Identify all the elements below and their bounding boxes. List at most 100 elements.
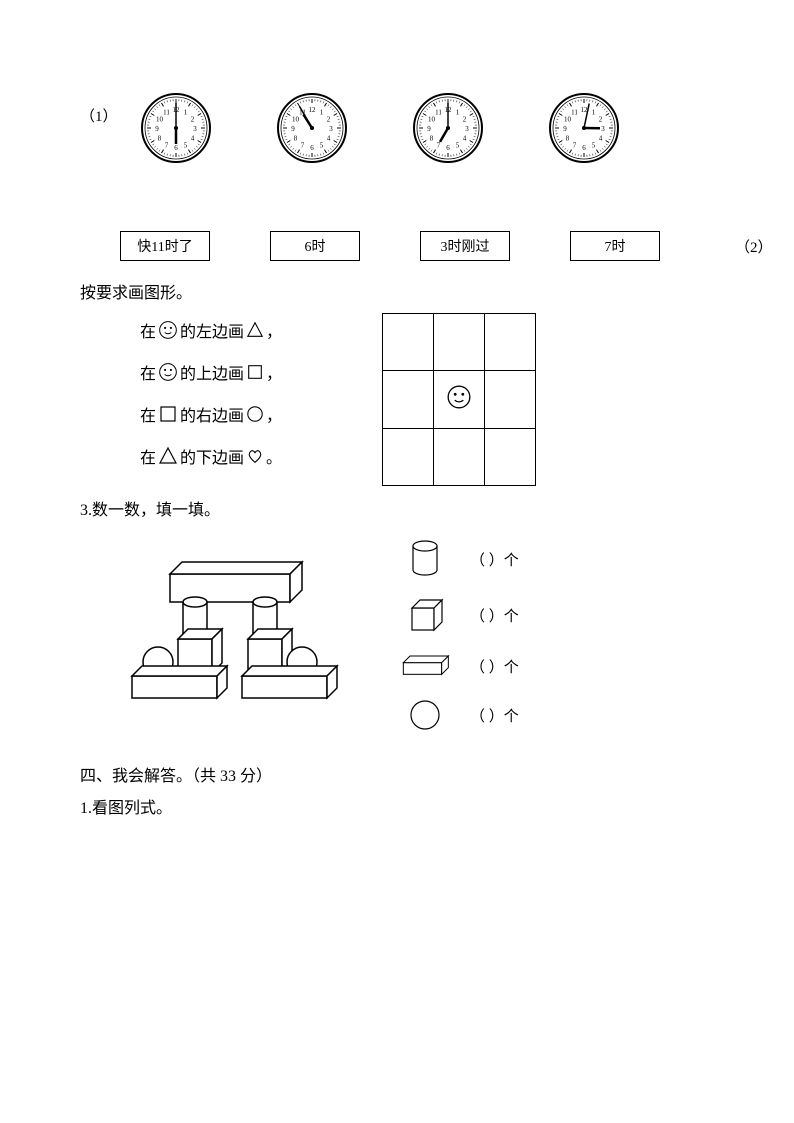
q3-count-text: （ ）个: [470, 549, 519, 570]
q2-prefix: 在: [140, 360, 156, 384]
q3-structure: [120, 554, 340, 719]
q2-prefix: 在: [140, 444, 156, 468]
cuboid-icon: [400, 652, 450, 680]
svg-text:11: 11: [571, 109, 578, 117]
svg-text:10: 10: [156, 116, 164, 124]
q2-line-3: 在的下边画。: [140, 444, 282, 468]
grid-cell: [383, 371, 434, 428]
svg-text:9: 9: [427, 125, 431, 133]
clock-1: 123456789101112: [138, 90, 214, 166]
time-label-2: 6时: [270, 231, 360, 261]
q2-mid: 的右边画: [180, 402, 244, 426]
svg-text:8: 8: [429, 135, 433, 143]
svg-text:5: 5: [183, 141, 187, 149]
square-icon: [158, 404, 178, 424]
svg-text:4: 4: [190, 135, 194, 143]
q1-label: （1）: [80, 105, 118, 126]
svg-text:5: 5: [319, 141, 323, 149]
svg-text:7: 7: [572, 141, 576, 149]
heart-icon: [246, 447, 264, 465]
svg-text:10: 10: [292, 116, 300, 124]
q2-body: 在 的左边画，在 的上边画，在的右边画，在的下边画。: [80, 318, 714, 486]
q2-label: （2）: [735, 236, 773, 257]
smiley-icon: [158, 362, 178, 382]
cube-icon: [400, 596, 450, 634]
svg-text:8: 8: [565, 135, 569, 143]
q2-line-2: 在的右边画，: [140, 402, 282, 426]
svg-text:4: 4: [462, 135, 466, 143]
grid-cell: [434, 314, 485, 371]
time-label-3: 3时刚过: [420, 231, 510, 261]
q2-prefix: 在: [140, 318, 156, 342]
time-label-4: 7时: [570, 231, 660, 261]
grid-cell: [383, 314, 434, 371]
sphere-icon: [400, 698, 450, 732]
svg-text:3: 3: [601, 125, 605, 133]
svg-text:11: 11: [163, 109, 170, 117]
clock-4: 123456789101112: [546, 90, 622, 166]
svg-text:4: 4: [326, 135, 330, 143]
circle-icon: [246, 405, 264, 423]
q2-mid: 的下边画: [180, 444, 244, 468]
q2-suffix: ，: [266, 360, 282, 384]
svg-text:9: 9: [291, 125, 295, 133]
svg-text:7: 7: [436, 141, 440, 149]
q3-count-text: （ ）个: [470, 605, 519, 626]
q2-title: 按要求画图形。: [80, 279, 714, 303]
svg-text:1: 1: [455, 109, 459, 117]
svg-text:5: 5: [455, 141, 459, 149]
svg-text:6: 6: [310, 144, 314, 152]
clock-3: 123456789101112: [410, 90, 486, 166]
svg-text:2: 2: [462, 116, 466, 124]
svg-text:9: 9: [563, 125, 567, 133]
q3-count-row-cube: （ ）个: [400, 596, 519, 634]
svg-text:8: 8: [157, 135, 161, 143]
svg-text:3: 3: [193, 125, 197, 133]
svg-text:1: 1: [183, 109, 187, 117]
grid-cell: [485, 314, 536, 371]
triangle-icon: [246, 321, 264, 339]
svg-text:5: 5: [591, 141, 595, 149]
svg-text:11: 11: [435, 109, 442, 117]
svg-text:7: 7: [164, 141, 168, 149]
smiley-icon: [158, 320, 178, 340]
q3-count-text: （ ）个: [470, 656, 519, 677]
section4-sub: 1.看图列式。: [80, 794, 714, 818]
grid-cell: [485, 371, 536, 428]
svg-text:2: 2: [190, 116, 194, 124]
grid-cell: [383, 428, 434, 485]
grid-cell: [434, 428, 485, 485]
svg-text:2: 2: [326, 116, 330, 124]
q2-instructions: 在 的左边画，在 的上边画，在的右边画，在的下边画。: [140, 318, 282, 486]
q2-line-1: 在 的上边画 ，: [140, 360, 282, 384]
svg-text:7: 7: [300, 141, 304, 149]
q1-clocks-row: （1） 123456789101112 123456789101112 1234…: [80, 90, 714, 166]
q3-count-row-cylinder: （ ）个: [400, 540, 519, 578]
q1-labels-row: 快11时了 6时 3时刚过 7时 （2）: [120, 231, 714, 261]
svg-text:3: 3: [329, 125, 333, 133]
svg-text:10: 10: [428, 116, 436, 124]
clock-2: 123456789101112: [274, 90, 350, 166]
q2-mid: 的左边画: [180, 318, 244, 342]
q2-line-0: 在 的左边画 ，: [140, 318, 282, 342]
q2-grid: [382, 313, 536, 486]
svg-text:6: 6: [446, 144, 450, 152]
grid-cell: [434, 371, 485, 428]
q3-count-text: （ ）个: [470, 705, 519, 726]
q2-prefix: 在: [140, 402, 156, 426]
svg-text:1: 1: [591, 109, 595, 117]
svg-text:4: 4: [598, 135, 602, 143]
q2-mid: 的上边画: [180, 360, 244, 384]
svg-text:2: 2: [598, 116, 602, 124]
q2-suffix: 。: [266, 444, 282, 468]
svg-text:8: 8: [293, 135, 297, 143]
triangle-icon: [158, 446, 178, 466]
q2-suffix: ，: [266, 318, 282, 342]
square-icon: [246, 363, 264, 381]
svg-text:12: 12: [308, 106, 316, 114]
svg-text:10: 10: [564, 116, 572, 124]
svg-text:6: 6: [582, 144, 586, 152]
q3-count-list: （ ）个 （ ）个 （ ）个 （ ）个: [400, 540, 519, 732]
svg-text:9: 9: [155, 125, 159, 133]
svg-text:1: 1: [319, 109, 323, 117]
